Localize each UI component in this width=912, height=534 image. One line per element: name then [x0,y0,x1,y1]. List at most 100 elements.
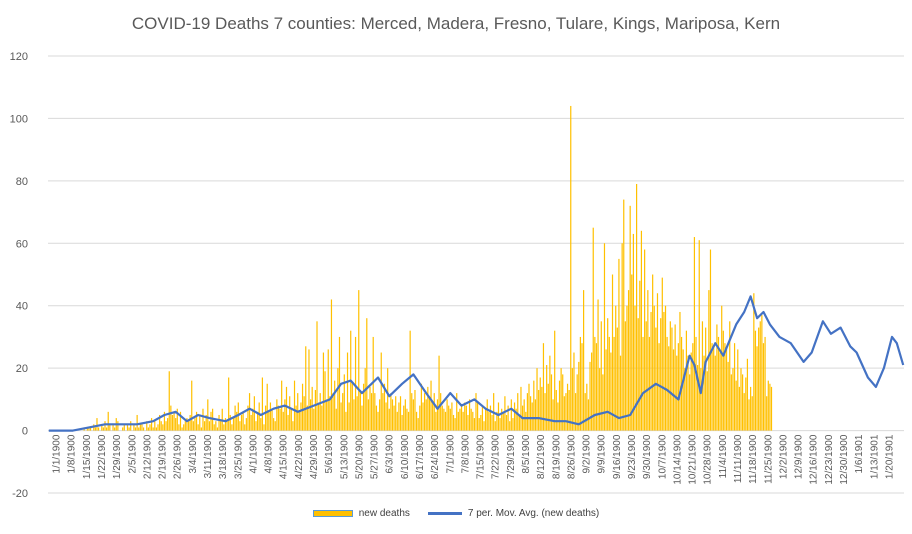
bar [412,399,414,431]
bar [126,424,129,431]
legend-item-new-deaths: new deaths [312,508,410,519]
bar [733,343,736,431]
bar [579,336,581,431]
bar [607,318,609,431]
bar [130,421,132,431]
bar [758,327,760,431]
bar [546,365,548,431]
bar [611,274,614,431]
bar [228,377,230,431]
bar [647,290,649,431]
x-tick-label: 9/2/1900 [582,434,593,473]
bar [597,299,599,431]
bar [568,389,570,431]
bar [114,427,116,431]
x-tick-label: 1/20/1901 [884,434,895,479]
bar [351,383,353,431]
y-tick-label: 0 [22,426,28,438]
bar [687,355,689,431]
bar [727,361,729,431]
bar [738,386,740,431]
bar [261,377,264,431]
bar [244,424,246,431]
bar [96,418,98,431]
x-tick-label: 9/23/1900 [627,434,638,479]
y-tick-label: 120 [10,51,28,63]
bar [371,393,373,431]
bar [470,408,472,431]
bar [311,386,313,431]
bar [709,249,712,431]
bar [619,355,622,431]
bar [489,405,492,431]
x-tick-label: 4/8/1900 [264,434,275,473]
bar [309,399,312,431]
bar [761,315,763,431]
x-tick-label: 6/17/1900 [415,434,426,479]
bar [388,408,390,431]
bar [298,411,300,431]
bar [745,377,747,431]
bar [273,418,275,431]
bar [184,421,186,431]
x-tick-label: 8/19/1900 [551,434,562,479]
bar [150,418,153,431]
x-tick-label: 2/26/1900 [173,434,184,479]
bar [220,421,222,431]
bar [102,427,105,431]
bar [305,346,307,431]
bar [334,380,336,431]
bar [513,402,516,431]
bar [468,399,471,431]
bar [300,402,302,431]
bar [122,427,124,431]
bar [677,343,679,431]
x-tick-label: 1/1/1900 [52,434,63,473]
bar [456,393,458,431]
bar [396,411,398,431]
bar [435,411,437,431]
bar [510,399,512,431]
bar [750,386,752,431]
bar [583,290,585,431]
bar [464,402,466,431]
bar [682,349,684,431]
bar [713,346,715,431]
bar [584,393,586,431]
bar [708,290,710,431]
bar [698,240,700,431]
bar [644,249,646,431]
bar [409,330,411,431]
bar [703,355,705,431]
bar [263,424,265,431]
bar [658,343,660,431]
bar [631,274,633,431]
bar [155,427,158,431]
bar [446,399,448,431]
chart-title: COVID-19 Deaths 7 counties: Merced, Made… [131,14,781,33]
bar [380,352,382,431]
bar [112,424,114,431]
x-tick-label: 7/8/1900 [460,434,471,473]
bar [693,237,696,431]
bar [741,374,744,431]
bar [393,405,395,431]
bar [634,305,636,431]
bar [414,389,416,431]
bar [502,411,504,431]
bar [719,352,721,431]
bar [157,424,159,431]
bar [415,411,418,431]
bar [767,380,769,431]
bar [562,374,564,431]
bar [247,405,249,431]
bar [318,402,320,431]
x-tick-label: 6/24/1900 [430,434,441,479]
bar [303,396,305,431]
bar [462,411,464,431]
bar [287,414,289,431]
bar [554,330,556,431]
x-tick-label: 4/22/1900 [294,434,305,479]
bar [154,421,156,431]
